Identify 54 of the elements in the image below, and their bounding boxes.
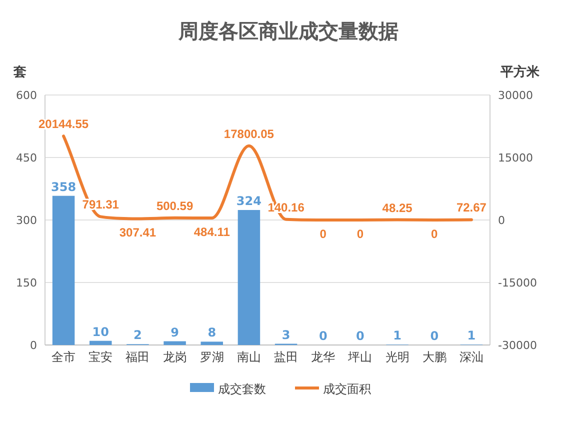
x-tick-label: 宝安 [88,350,113,364]
y2-tick-label: 15000 [498,152,533,164]
bar [200,342,223,345]
y2-axis-title: 平方米 [500,64,540,80]
data-label: 324 [236,194,262,208]
data-label: 17800.05 [224,126,274,141]
data-label: 20144.55 [38,117,89,132]
x-tick-label: 大鹏 [422,350,446,364]
x-tick-label: 盐田 [274,350,298,364]
data-label: 9 [170,325,179,340]
y-tick-label: 300 [16,214,37,227]
bar [52,196,75,345]
data-label: 2 [134,328,142,342]
y2-tick-label: -15000 [498,276,537,290]
data-label: 484.11 [194,224,230,239]
x-tick-label: 罗湖 [200,350,224,364]
data-label: 1 [393,328,402,343]
data-label: 10 [92,324,109,339]
data-label: 307.41 [119,226,156,240]
x-tick-label: 全市 [52,350,76,364]
legend-label: 成交套数 [218,382,266,396]
legend-label: 成交面积 [323,382,371,396]
data-label: 48.25 [382,200,413,215]
data-label: 0 [318,329,328,343]
x-tick-label: 坪山 [347,350,372,364]
data-label: 0 [431,227,438,241]
y2-tick-label: -30000 [498,339,537,352]
data-label: 0 [356,227,364,241]
x-tick-label: 龙华 [311,350,336,364]
chart-title: 周度各区商业成交量数据 [178,19,398,43]
data-label: 0 [356,329,364,343]
x-tick-label: 南山 [236,350,261,364]
y-tick-label: 450 [16,152,37,164]
y-tick-label: 600 [16,89,37,102]
data-label: 500.59 [156,198,194,213]
x-tick-label: 龙岗 [162,350,187,364]
bar [238,210,260,345]
x-tick-label: 光明 [385,350,410,364]
y2-tick-label: 0 [498,214,505,227]
y-tick-label: 150 [16,276,37,290]
data-label: 72.67 [456,200,487,215]
y-tick-label: 0 [30,339,37,352]
data-label: 8 [208,326,216,340]
bar [90,340,112,345]
x-tick-label: 福田 [126,350,150,364]
data-label: 3 [282,328,290,342]
y2-tick-label: 30000 [498,89,533,102]
bar [164,341,186,345]
data-label: 0 [430,329,439,343]
data-label: 1 [467,328,476,343]
data-label: 0 [320,227,327,241]
x-tick-label: 深汕 [459,350,484,364]
data-label: 358 [51,180,76,194]
y-axis-title: 套 [12,65,26,80]
